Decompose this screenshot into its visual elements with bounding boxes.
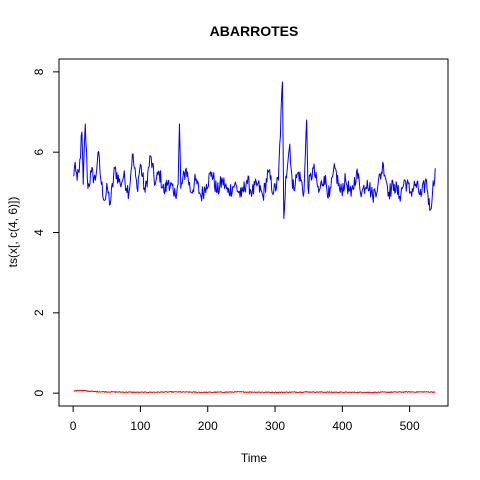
series-layer: [73, 81, 436, 394]
x-tick-label: 200: [198, 419, 218, 433]
y-tick-label: 0: [32, 389, 46, 396]
series-line-2: [73, 389, 436, 394]
x-tick-label: 500: [400, 419, 420, 433]
y-axis: 0 2 4 6 8: [32, 68, 60, 396]
x-tick-label: 400: [332, 419, 352, 433]
y-tick-label: 8: [32, 68, 46, 75]
series-line-1: [73, 81, 436, 219]
x-axis-label: Time: [241, 451, 268, 465]
y-tick-label: 6: [32, 149, 46, 156]
x-axis: 0 100 200 300 400 500: [70, 405, 420, 433]
y-tick-label: 2: [32, 309, 46, 316]
y-axis-label: ts(x[, c(4, 6)]): [6, 197, 20, 268]
x-tick-label: 300: [265, 419, 285, 433]
y-tick-label: 4: [32, 229, 46, 236]
x-tick-label: 0: [70, 419, 77, 433]
chart-title: ABARROTES: [210, 23, 299, 39]
x-tick-label: 100: [130, 419, 150, 433]
